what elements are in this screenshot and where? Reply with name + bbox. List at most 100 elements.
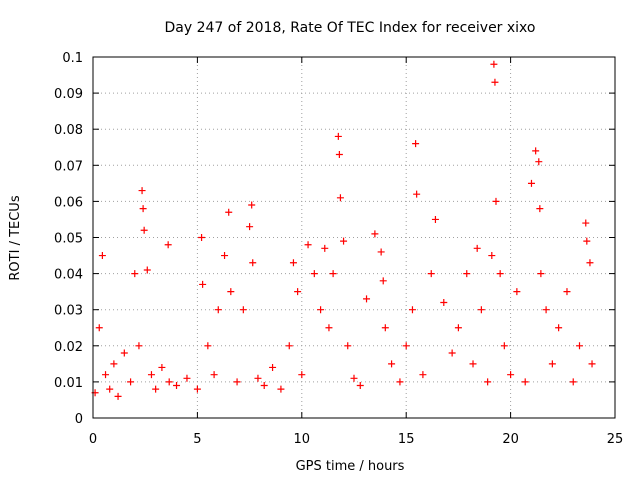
data-point xyxy=(254,374,262,382)
data-point xyxy=(135,342,143,350)
data-point xyxy=(110,360,118,368)
data-point xyxy=(336,194,344,202)
data-point xyxy=(488,252,496,260)
data-point xyxy=(377,248,385,256)
data-point xyxy=(249,259,257,267)
data-point xyxy=(140,226,148,234)
data-point xyxy=(248,201,256,209)
data-point xyxy=(304,241,312,249)
data-point xyxy=(350,374,358,382)
data-point xyxy=(535,158,543,166)
data-point xyxy=(193,385,201,393)
data-point xyxy=(388,360,396,368)
data-point xyxy=(356,382,364,390)
y-tick-label: 0.02 xyxy=(54,340,83,355)
data-point xyxy=(454,324,462,332)
y-tick-label: 0.03 xyxy=(54,304,83,319)
data-point xyxy=(233,378,241,386)
data-point xyxy=(536,205,544,213)
data-point xyxy=(152,385,160,393)
data-point xyxy=(490,60,498,68)
data-point xyxy=(477,306,485,314)
data-point xyxy=(310,270,318,278)
data-point xyxy=(214,306,222,314)
x-tick-label: 10 xyxy=(294,432,311,447)
data-point xyxy=(402,342,410,350)
data-point xyxy=(379,277,387,285)
data-point xyxy=(199,280,207,288)
data-point xyxy=(419,371,427,379)
data-point xyxy=(95,324,103,332)
data-point xyxy=(127,378,135,386)
data-point xyxy=(335,150,343,158)
y-axis-label: ROTI / TECUs xyxy=(8,195,23,280)
data-point xyxy=(285,342,293,350)
data-point xyxy=(381,324,389,332)
data-point xyxy=(164,241,172,249)
data-point xyxy=(289,259,297,267)
data-point xyxy=(500,342,508,350)
chart-title: Day 247 of 2018, Rate Of TEC Index for r… xyxy=(165,20,536,36)
y-tick-label: 0.04 xyxy=(54,268,83,283)
data-point xyxy=(239,306,247,314)
data-point xyxy=(583,237,591,245)
y-tick-label: 0 xyxy=(75,412,83,427)
data-point xyxy=(448,349,456,357)
data-point xyxy=(298,371,306,379)
data-point xyxy=(321,244,329,252)
data-point xyxy=(427,270,435,278)
data-point xyxy=(532,147,540,155)
x-tick-label: 0 xyxy=(89,432,97,447)
data-point xyxy=(198,234,206,241)
data-point xyxy=(396,378,404,386)
data-point xyxy=(221,252,229,260)
data-point xyxy=(204,342,212,350)
data-point xyxy=(582,219,590,227)
data-point xyxy=(158,363,166,371)
y-tick-label: 0.1 xyxy=(62,51,83,66)
grid-lines xyxy=(93,57,615,418)
y-tick-label: 0.05 xyxy=(54,232,83,247)
data-point xyxy=(363,295,371,303)
data-point xyxy=(463,270,471,278)
data-point xyxy=(473,244,481,252)
data-point xyxy=(317,306,325,314)
data-point xyxy=(340,237,348,245)
data-point xyxy=(412,140,420,148)
data-point xyxy=(555,324,563,332)
data-point xyxy=(371,230,379,238)
data-point xyxy=(576,342,584,350)
y-tick-label: 0.07 xyxy=(54,159,83,174)
x-tick-label: 25 xyxy=(607,432,624,447)
data-point xyxy=(227,288,235,296)
data-point xyxy=(143,266,151,274)
data-point xyxy=(225,208,233,216)
data-point xyxy=(294,288,302,296)
data-point xyxy=(260,382,268,390)
data-point xyxy=(507,371,515,379)
x-axis-label: GPS time / hours xyxy=(296,459,405,474)
data-point xyxy=(147,371,155,379)
y-tick-label: 0.01 xyxy=(54,376,83,391)
data-point xyxy=(542,306,550,314)
data-point xyxy=(114,392,122,400)
data-point xyxy=(431,215,439,223)
data-point xyxy=(334,132,342,140)
x-tick-label: 5 xyxy=(193,432,201,447)
data-point xyxy=(246,223,254,231)
x-tick-label: 20 xyxy=(502,432,519,447)
data-point xyxy=(492,197,500,205)
data-point xyxy=(329,270,337,278)
x-tick-labels: 0 5 10 15 20 25 xyxy=(89,432,623,447)
data-point xyxy=(183,374,191,382)
data-point xyxy=(408,306,416,314)
y-tick-label: 0.08 xyxy=(54,123,83,138)
y-tick-labels: 0 0.01 0.02 0.03 0.04 0.05 0.06 0.07 0.08 0.09 0.1 xyxy=(54,51,83,427)
data-point xyxy=(269,363,277,371)
data-point xyxy=(138,187,146,195)
data-point xyxy=(139,205,147,213)
x-tick-label: 15 xyxy=(398,432,415,447)
data-points xyxy=(91,60,596,400)
data-point xyxy=(563,288,571,296)
